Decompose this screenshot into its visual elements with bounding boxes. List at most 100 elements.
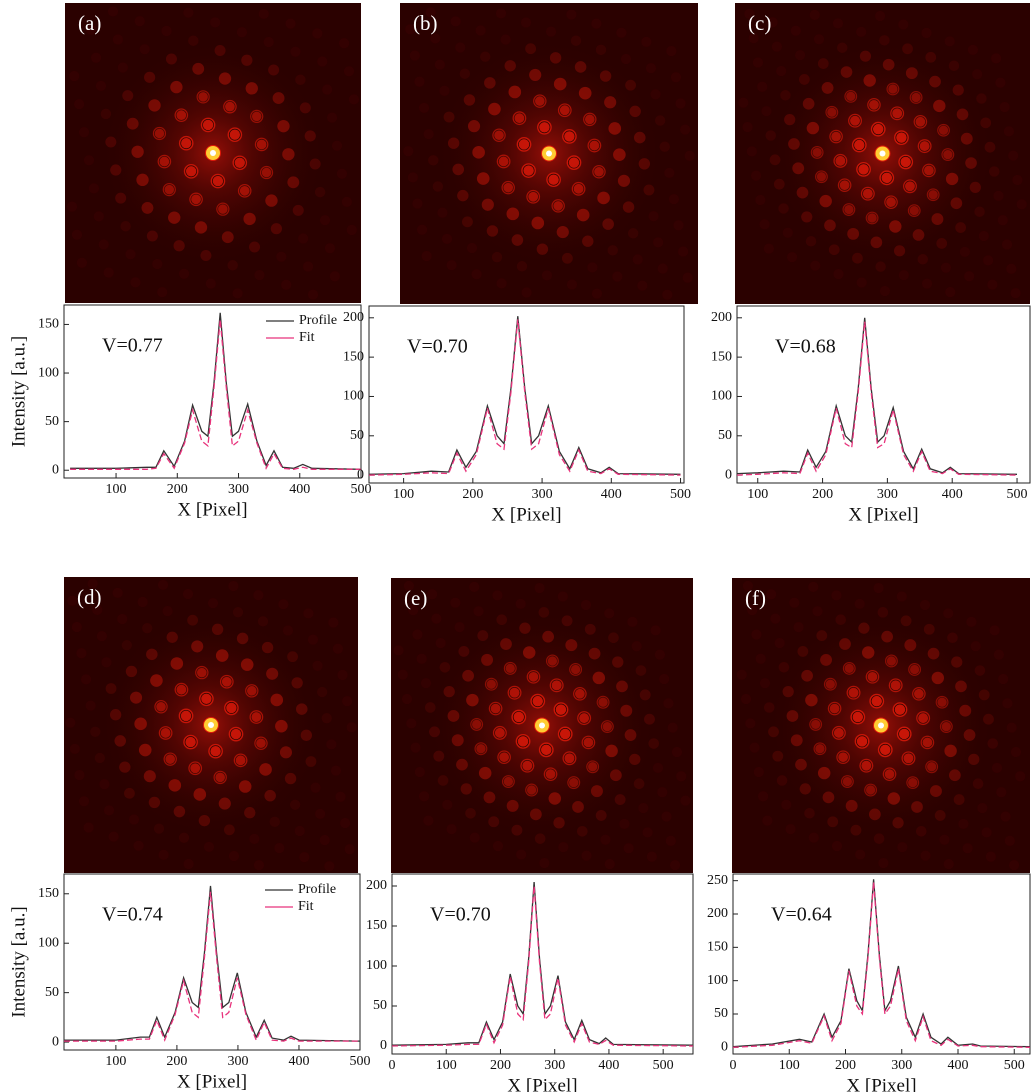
pattern-spot [183,7,194,18]
pattern-contour [942,149,954,160]
pattern-spot [287,176,300,189]
pattern-spot [279,746,293,759]
pattern-contour [879,743,892,756]
pattern-spot [874,10,886,22]
pattern-spot [839,638,851,650]
pattern-spot [773,178,785,190]
pattern-spot [71,229,83,240]
pattern-spot [199,691,214,707]
pattern-spot [1006,263,1017,274]
pattern-spot [955,680,967,693]
pattern-contour [225,702,238,714]
pattern-spot [309,158,321,170]
x-tick-label: 200 [812,487,833,502]
pattern-contour [810,719,821,730]
pattern-spot [627,228,639,239]
y-tick-label: 200 [711,310,732,325]
pattern-spot [232,288,243,299]
pattern-spot [141,201,154,214]
pattern-spot [993,190,1004,201]
pattern-spot [641,36,652,48]
pattern-spot [512,111,527,126]
pattern-spot [945,286,956,298]
pattern-spot [253,590,264,601]
pattern-spot [786,710,799,722]
pattern-spot [416,224,428,235]
pattern-spot [867,98,881,112]
pattern-spot [120,220,131,232]
annotation: V=0.70 [430,904,491,926]
pattern-contour [907,777,919,788]
pattern-contour [513,112,526,124]
pattern-spot [950,197,963,210]
pattern-spot [1016,199,1027,210]
pattern-spot [960,132,973,145]
pattern-spot [515,598,526,610]
pattern-spot [562,129,577,144]
pattern-spot [219,674,234,689]
pattern-spot [446,823,457,835]
pattern-spot [658,673,670,685]
pattern-spot [467,120,481,133]
pattern-spot [921,278,933,289]
pattern-spot [767,17,778,28]
pattern-spot [557,726,573,742]
pattern-contour [202,119,214,131]
pattern-spot [437,775,449,786]
pattern-contour [196,667,208,679]
pattern-spot [103,805,115,816]
pattern-spot [284,772,297,785]
pattern-spot [757,81,768,92]
pattern-spot [567,776,581,790]
pattern-spot [925,51,937,63]
pattern-spot [652,762,664,773]
pattern-spot [652,237,664,248]
pattern-contour [597,696,609,708]
y-tick-label: 0 [380,1038,387,1053]
pattern-spot [892,702,908,718]
pattern-spot [213,770,227,785]
pattern-spot [736,669,747,680]
pattern-spot [265,194,278,207]
pattern-spot [917,139,932,154]
pattern-spot [240,658,254,671]
pattern-spot [83,155,95,166]
pattern-contour [163,184,175,196]
pattern-spot [576,208,590,222]
plot-frame [736,305,1031,484]
pattern-spot [953,794,965,805]
pattern-contour [811,147,823,158]
pattern-spot [762,815,773,826]
pattern-spot [138,743,152,757]
pattern-spot [974,206,985,217]
pattern-spot [85,24,97,35]
pattern-contour [228,128,241,141]
pattern-spot [134,717,147,731]
plot-frame [391,873,694,1055]
pattern-spot [916,711,931,726]
pattern-spot [74,769,85,781]
pattern-spot [124,787,135,799]
y-tick-label: 100 [38,365,59,380]
pattern-spot [612,271,623,282]
pattern-contour [490,702,502,715]
pattern-spot [277,119,290,133]
y-tick-label: 100 [343,389,364,404]
pattern-spot [90,52,102,63]
pattern-spot [882,767,897,781]
pattern-spot [228,580,239,592]
pattern-spot [183,734,198,750]
x-tick-label: 0 [730,1058,737,1073]
pattern-spot [534,582,545,594]
x-tick-label: 500 [350,1054,371,1069]
pattern-contour [504,663,516,674]
pattern-spot [69,743,81,755]
pattern-spot [548,792,562,805]
pattern-spot [516,261,528,272]
y-tick-label: 200 [343,310,364,325]
pattern-spot [1015,771,1026,782]
pattern-contour [825,678,836,690]
pattern-spot [553,702,569,718]
legend-label: Profile [298,882,336,897]
x-tick-label: 100 [747,487,768,502]
